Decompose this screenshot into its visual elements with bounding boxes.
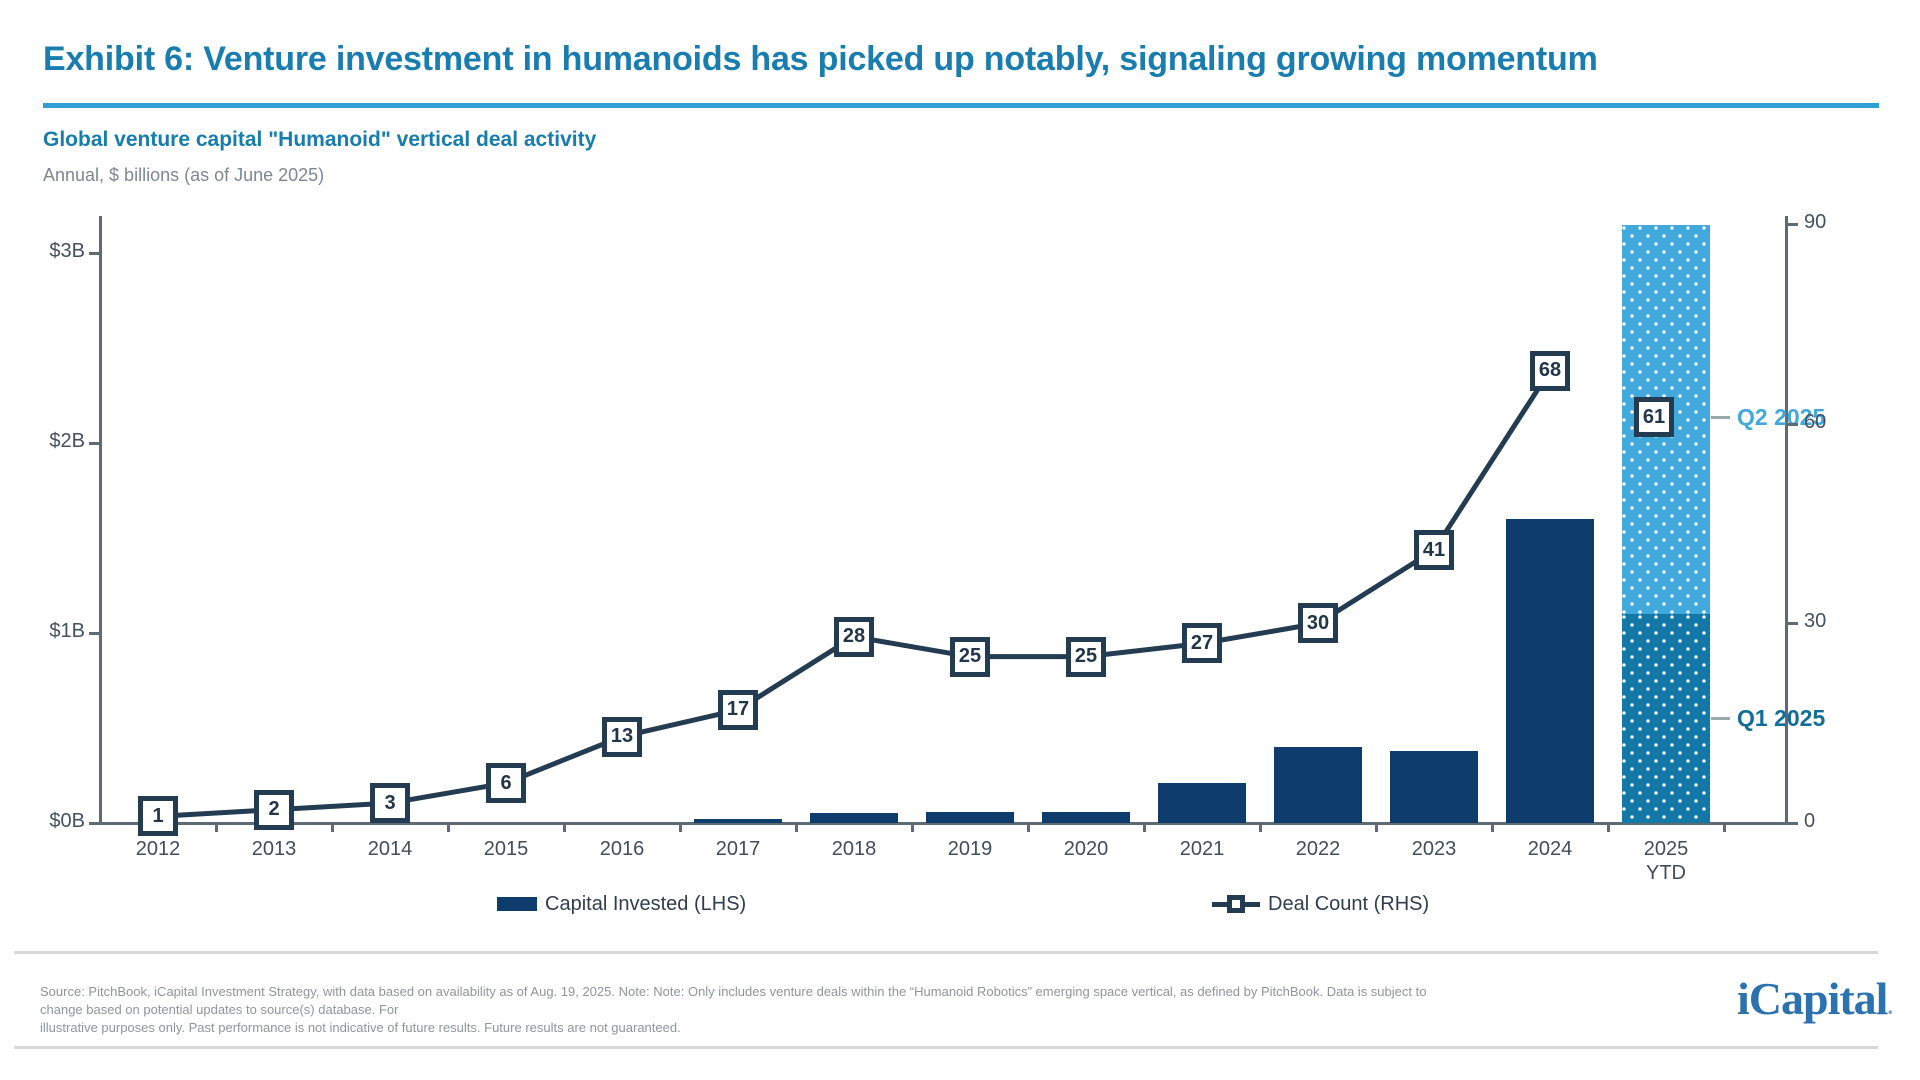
x-axis-year-label: 2022 (1295, 838, 1341, 860)
q1-callout-dash (1711, 717, 1730, 720)
x-axis-tick (795, 823, 798, 832)
deal-count-marker: 13 (602, 716, 642, 757)
deal-count-marker: 30 (1298, 603, 1338, 644)
capital-invested-bar (1274, 747, 1362, 823)
x-axis-tick (1375, 823, 1378, 832)
x-axis-year-label: 2020 (1063, 838, 1109, 860)
left-axis-tick (89, 442, 99, 445)
source-note-line1: Source: PitchBook, iCapital Investment S… (40, 984, 1427, 1017)
x-axis-tick (215, 823, 218, 832)
x-axis-line (99, 822, 1788, 825)
x-axis-tick (1143, 823, 1146, 832)
deal-count-label: Deal Count (RHS) (1268, 892, 1430, 915)
x-axis-year-label: 2021 (1179, 838, 1225, 860)
q1-2025-bar-segment (1622, 614, 1710, 823)
deal-count-marker: 3 (370, 783, 410, 824)
capital-invested-bar (810, 813, 898, 823)
deal-count-marker: 28 (834, 616, 874, 657)
right-axis-tick-label: 90 (1804, 211, 1827, 234)
footer-top-rule (14, 951, 1878, 954)
deal-count-marker: 17 (718, 689, 758, 730)
right-axis-tick-label: 60 (1804, 410, 1827, 433)
chart-title: Global venture capital "Humanoid" vertic… (43, 128, 597, 151)
x-axis-year-label: 2023 (1411, 838, 1457, 860)
legend-item-deal-count: Deal Count (RHS) (1212, 892, 1429, 916)
deal-count-marker: 25 (950, 636, 990, 677)
left-axis-tick-label: $0B (49, 810, 85, 832)
x-axis-tick (1607, 823, 1610, 832)
right-axis-tick (1788, 622, 1798, 626)
source-note: Source: PitchBook, iCapital Investment S… (40, 983, 1440, 1037)
right-axis-tick-label: 0 (1804, 810, 1816, 832)
left-axis-tick-label: $1B (49, 620, 85, 642)
legend-item-capital-invested: Capital Invested (LHS) (497, 892, 746, 916)
deal-count-marker: 6 (486, 763, 526, 804)
x-axis-year-label: 2018 (831, 838, 877, 860)
deal-count-marker: 27 (1182, 623, 1222, 664)
left-axis-tick (89, 252, 99, 255)
deal-count-marker: 41 (1414, 530, 1454, 571)
x-axis-year-label: 2025 (1643, 838, 1689, 860)
left-axis-tick-label: $3B (49, 240, 85, 262)
deal-count-marker: 68 (1530, 350, 1570, 391)
x-axis-tick (911, 823, 914, 832)
capital-invested-swatch (497, 897, 537, 911)
left-axis-tick-label: $2B (49, 430, 85, 452)
left-axis-tick (89, 632, 99, 635)
x-axis-year-label: 2017 (715, 838, 761, 860)
right-y-axis-line (1785, 216, 1788, 824)
x-axis-year-label: 2019 (947, 838, 993, 860)
x-axis-year-label: 2012 (135, 838, 181, 860)
x-axis-tick (1259, 823, 1262, 832)
capital-invested-bar (694, 819, 782, 823)
x-axis-tick (1723, 823, 1726, 832)
q1-callout-label: Q1 2025 (1737, 705, 1826, 731)
capital-invested-bar (1042, 812, 1130, 823)
x-axis-year-label: 2013 (251, 838, 297, 860)
page-title: Exhibit 6: Venture investment in humanoi… (43, 40, 1598, 78)
q2-callout-dash (1711, 416, 1730, 419)
capital-invested-bar (1390, 751, 1478, 823)
title-underline (43, 103, 1879, 108)
capital-invested-label: Capital Invested (LHS) (545, 892, 747, 915)
right-axis-tick (1788, 422, 1798, 426)
x-axis-tick (331, 823, 334, 832)
capital-invested-bar (926, 812, 1014, 823)
deal-count-marker: 61 (1634, 397, 1674, 438)
x-axis-tick (563, 823, 566, 832)
x-axis-year-label: 2016 (599, 838, 645, 860)
deal-count-marker: 25 (1066, 636, 1106, 677)
capital-invested-bar (1158, 783, 1246, 823)
chart-units-note: Annual, $ billions (as of June 2025) (43, 165, 325, 185)
x-axis-tick (1491, 823, 1494, 832)
right-axis-tick (1788, 223, 1798, 227)
x-axis-ytd-label: YTD (1646, 862, 1686, 884)
deal-count-marker-icon (1212, 894, 1260, 914)
x-axis-tick (1027, 823, 1030, 832)
x-axis-tick (679, 823, 682, 832)
icapital-logo: iCapital. (1737, 973, 1893, 1024)
x-axis-year-label: 2024 (1527, 838, 1573, 860)
x-axis-tick (447, 823, 450, 832)
source-note-line2: illustrative purposes only. Past perform… (40, 1020, 681, 1035)
q2-callout-label: Q2 2025 (1737, 404, 1826, 430)
x-axis-year-label: 2014 (367, 838, 413, 860)
capital-invested-bar (1506, 519, 1594, 823)
q2-2025-callout: Q2 2025 (1711, 404, 1825, 431)
right-axis-tick (1788, 822, 1798, 825)
footer-bottom-rule (14, 1046, 1878, 1049)
deal-count-marker: 1 (138, 796, 178, 837)
q1-2025-callout: Q1 2025 (1711, 705, 1825, 732)
deal-count-marker: 2 (254, 789, 294, 830)
x-axis-year-label: 2015 (483, 838, 529, 860)
right-axis-tick-label: 30 (1804, 610, 1827, 633)
left-axis-tick (89, 822, 99, 825)
left-y-axis-line (99, 216, 102, 824)
